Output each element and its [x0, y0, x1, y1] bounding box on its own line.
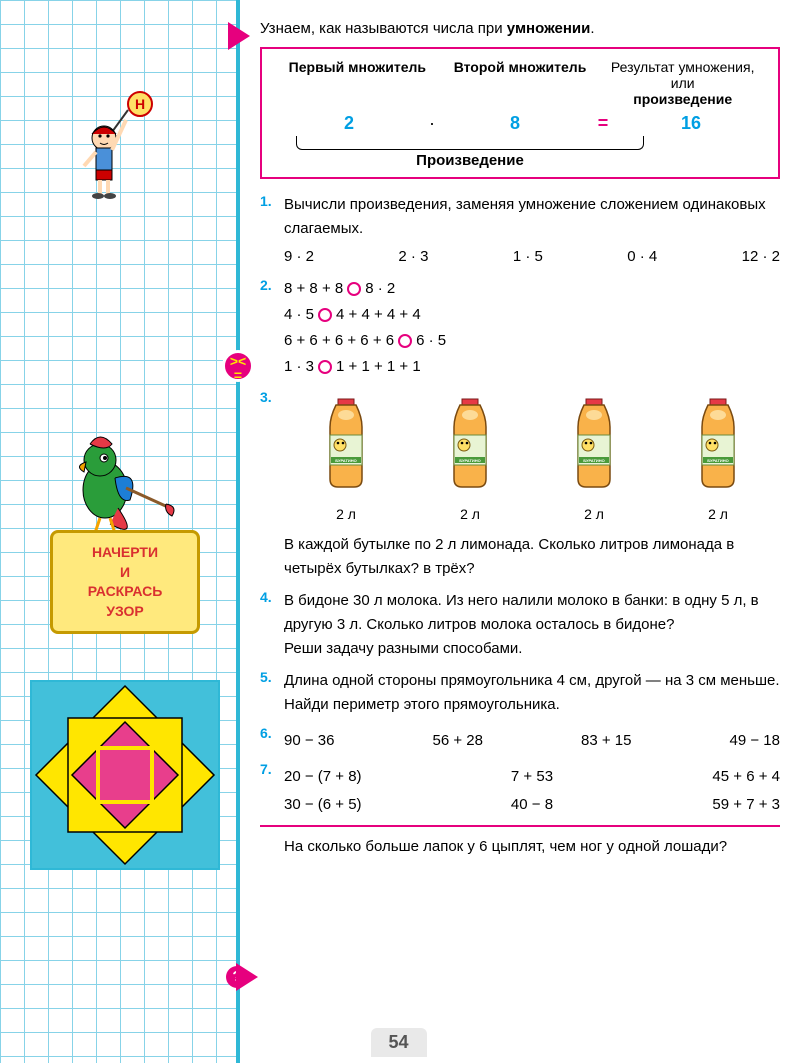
- exercise-1: 1. Вычисли произведения, заменяя умножен…: [260, 193, 780, 269]
- rule-h3-wrap: Результат умножения, или произведение: [601, 59, 764, 107]
- bottle-lbl-2: 2 л: [532, 503, 656, 525]
- pattern-box: [30, 680, 220, 870]
- ex7-r1-0: 20 − (7 + 8): [284, 765, 449, 789]
- bottles-row: 2 л 2 л 2 л 2 л: [284, 393, 780, 525]
- sign-line-3: РАСКРАСЬ: [59, 582, 191, 602]
- compare-circle-icon: [398, 334, 412, 348]
- ex1-i4: 12 · 2: [742, 245, 780, 269]
- bottle-lbl-1: 2 л: [408, 503, 532, 525]
- bottle-icon: [440, 393, 500, 493]
- page-number: 54: [370, 1028, 426, 1057]
- ex6-i1: 56 + 28: [433, 729, 483, 753]
- marker-arrow-icon: [228, 22, 250, 50]
- ex1-i0: 9 · 2: [284, 245, 314, 269]
- exercise-4: 4. В бидоне 30 л молока. Из него налили …: [260, 589, 780, 661]
- intro-text: Узнаем, как называются числа при умножен…: [260, 20, 780, 37]
- ex7-num: 7.: [260, 761, 284, 817]
- exercise-3: 3. 2 л 2 л 2 л 2 л В каждой бутылке по 2…: [260, 389, 780, 581]
- rule-dot: ·: [422, 113, 442, 134]
- ex3-num: 3.: [260, 389, 284, 581]
- ex1-text: Вычисли произведения, заменяя умножение …: [284, 193, 780, 241]
- bottle-icon: [564, 393, 624, 493]
- divider: [260, 825, 780, 827]
- bottle-icon: [316, 393, 376, 493]
- ex6-num: 6.: [260, 725, 284, 753]
- ex1-items: 9 · 2 2 · 3 1 · 5 0 · 4 12 · 2: [284, 245, 780, 269]
- ex5-text: Длина одной стороны прямоугольника 4 см,…: [284, 669, 780, 717]
- ex4-num: 4.: [260, 589, 284, 661]
- bonus-question: На сколько больше лапок у 6 цыплят, чем …: [260, 835, 780, 859]
- ex2-0r: 8 · 2: [365, 280, 395, 297]
- rule-a: 2: [276, 113, 422, 134]
- ex7-r2-2: 59 + 7 + 3: [615, 793, 780, 817]
- rule-eq: =: [588, 113, 618, 134]
- ex2-1l: 4 · 5: [284, 306, 314, 323]
- rule-h3: Результат умножения, или: [601, 59, 764, 91]
- intro-c: .: [590, 20, 594, 37]
- compare-circle-icon: [318, 360, 332, 374]
- ex2-3r: 1 + 1 + 1 + 1: [336, 358, 421, 375]
- exercise-5: 5. Длина одной стороны прямоугольника 4 …: [260, 669, 780, 717]
- rule-h2: Второй множитель: [439, 59, 602, 107]
- ex1-i3: 0 · 4: [627, 245, 657, 269]
- ex2-1r: 4 + 4 + 4 + 4: [336, 306, 421, 323]
- compare-circle-icon: [318, 308, 332, 322]
- compare-icon: >< =: [222, 350, 254, 382]
- ex2-2l: 6 + 6 + 6 + 6 + 6: [284, 332, 394, 349]
- boy-character-icon: Н: [70, 90, 160, 203]
- eq-icon-bot: =: [225, 368, 251, 382]
- ex7-r1-2: 45 + 6 + 4: [615, 765, 780, 789]
- bottle-icon: [688, 393, 748, 493]
- sign-line-4: УЗОР: [59, 602, 191, 622]
- intro-b: умножении: [507, 20, 591, 37]
- ex6-i0: 90 − 36: [284, 729, 334, 753]
- sign-line-1: НАЧЕРТИ: [59, 543, 191, 563]
- ex1-num: 1.: [260, 193, 284, 269]
- question-text: На сколько больше лапок у 6 цыплят, чем …: [284, 835, 780, 859]
- exercise-6: 6. 90 − 36 56 + 28 83 + 15 49 − 18: [260, 725, 780, 753]
- ex7-r2-0: 30 − (6 + 5): [284, 793, 449, 817]
- eq-icon-top: ><: [225, 354, 251, 368]
- ex1-i1: 2 · 3: [398, 245, 428, 269]
- rule-h1: Первый множитель: [276, 59, 439, 107]
- bottle-lbl-3: 2 л: [656, 503, 780, 525]
- ex7-r2-1: 40 − 8: [449, 793, 614, 817]
- svg-text:Н: Н: [135, 96, 145, 112]
- ex2-0l: 8 + 8 + 8: [284, 280, 343, 297]
- ex6-i3: 49 − 18: [730, 729, 780, 753]
- ex7-r1-1: 7 + 53: [449, 765, 614, 789]
- exercise-2: 2. 8 + 8 + 8 8 · 2 4 · 5 4 + 4 + 4 + 4 6 +…: [260, 277, 780, 381]
- ex4-text: В бидоне 30 л молока. Из него налили мол…: [284, 589, 780, 637]
- q-spacer: [260, 835, 284, 859]
- rule-box: Первый множитель Второй множитель Резуль…: [260, 47, 780, 179]
- compare-circle-icon: [347, 282, 361, 296]
- rule-r: 16: [618, 113, 764, 134]
- ex5-num: 5.: [260, 669, 284, 717]
- ex2-2r: 6 · 5: [416, 332, 446, 349]
- rule-brace-label: Произведение: [276, 152, 664, 169]
- sign-line-2: И: [59, 563, 191, 583]
- ex2-3l: 1 · 3: [284, 358, 314, 375]
- question-arrow-icon: [236, 963, 258, 991]
- intro-a: Узнаем, как называются числа при: [260, 20, 507, 37]
- ex1-i2: 1 · 5: [513, 245, 543, 269]
- ex3-text: В каждой бутылке по 2 л лимонада. Скольк…: [284, 533, 780, 581]
- ex4-text2: Реши задачу разными способами.: [284, 637, 780, 661]
- exercise-7: 7. 20 − (7 + 8) 7 + 53 45 + 6 + 4 30 − (…: [260, 761, 780, 817]
- bottle-lbl-0: 2 л: [284, 503, 408, 525]
- rule-brace: [296, 136, 644, 150]
- rule-b: 8: [442, 113, 588, 134]
- ex6-i2: 83 + 15: [581, 729, 631, 753]
- ex2-num: 2.: [260, 277, 284, 381]
- sidebar-sign: НАЧЕРТИ И РАСКРАСЬ УЗОР: [50, 530, 200, 634]
- rule-h3b: произведение: [601, 91, 764, 107]
- main-content: Узнаем, как называются числа при умножен…: [260, 20, 780, 867]
